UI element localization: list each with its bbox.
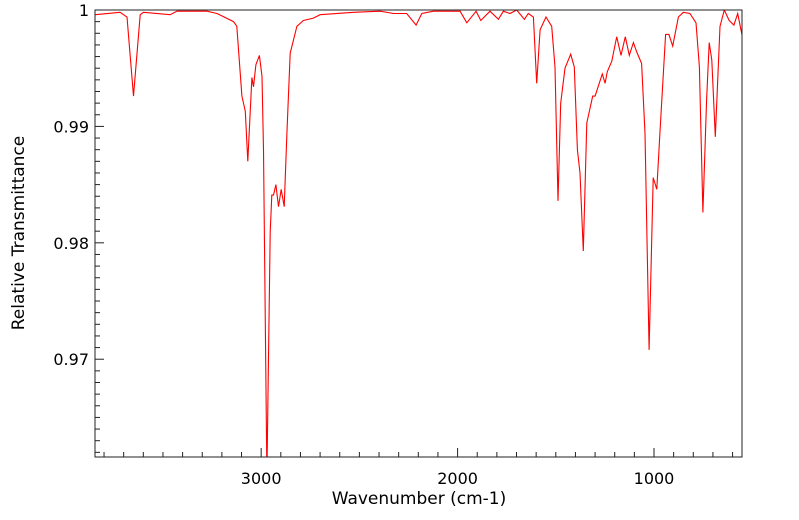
x-tick-label: 2000 — [437, 469, 478, 488]
axis-ticks — [95, 9, 734, 457]
y-tick-label: 0.98 — [53, 234, 89, 253]
plot-frame — [94, 9, 743, 458]
y-tick-label: 0.99 — [53, 117, 89, 136]
x-axis-label: Wavenumber (cm-1) — [332, 489, 507, 509]
y-tick-label: 0.97 — [53, 350, 89, 369]
tick-labels: 3000 2000 1000 1 0.99 0.98 0.97 — [53, 1, 674, 488]
y-tick-label: 1 — [79, 1, 89, 20]
x-tick-label: 3000 — [241, 469, 282, 488]
spectrum-line — [95, 10, 742, 457]
y-axis-label: Relative Transmittance — [9, 136, 29, 331]
x-tick-label: 1000 — [634, 469, 675, 488]
